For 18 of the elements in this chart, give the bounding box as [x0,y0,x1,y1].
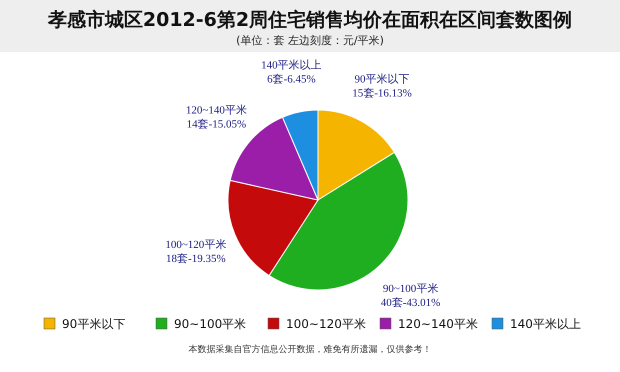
data-label: 18套-19.35% [166,253,226,265]
legend-label: 120~140平米 [398,317,478,331]
slice-label: 90~100平米 [382,282,438,296]
data-label: 6套-6.45% [267,74,316,86]
text: 本数据采集自官方信息公开数据，难免有所遗漏，仅供参考！ [188,344,432,355]
slice-label: 100~120平米 [165,238,226,251]
data-label: 14套-15.05% [186,118,246,131]
legend-label: 90平米以下 [62,317,126,331]
slice-label: 120~140平米 [186,104,247,117]
legend-label: 100~120平米 [286,317,366,331]
slice-label: 90平米以下 [354,72,410,86]
legend-label: 90~100平米 [174,317,246,331]
chart-subtitle: (单位：套 左边刻度：元/平米) [236,34,384,47]
legend-label: 140平米以上 [510,317,581,331]
chart-title: 孝感市城区2012-6第2周住宅销售均价在面积在区间套数图例 [46,9,572,31]
data-label: 15套-16.13% [352,88,412,100]
data-label: 40套-43.01% [380,297,440,310]
slice-label: 140平米以上 [261,58,322,72]
